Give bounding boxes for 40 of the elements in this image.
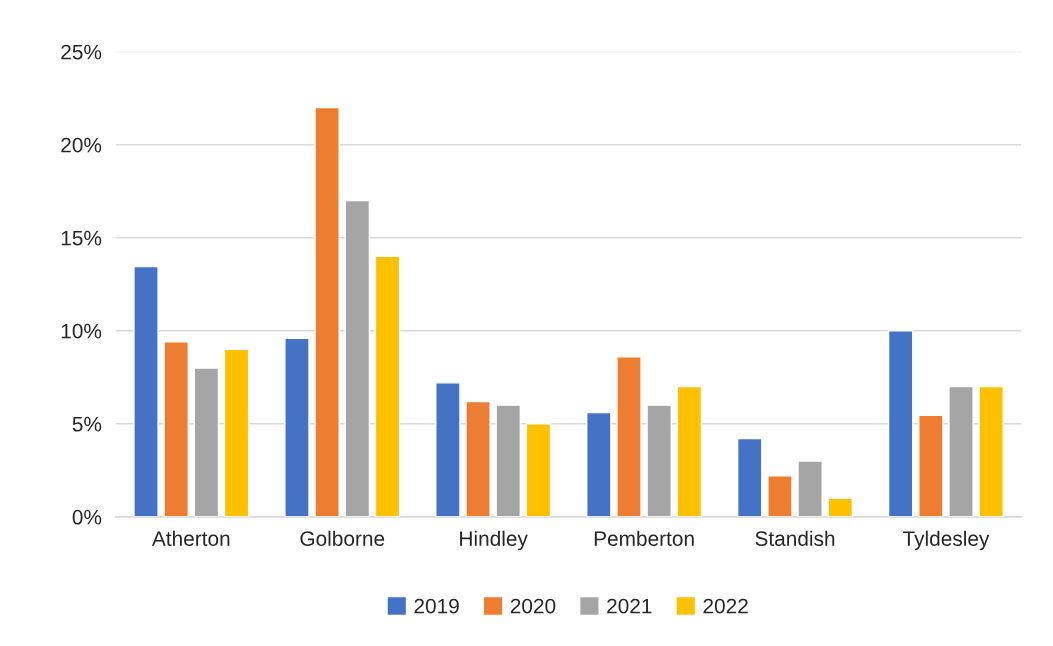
bar [133, 265, 159, 517]
bar [193, 367, 220, 517]
bar [586, 411, 612, 517]
y-tick-label: 10% [61, 323, 102, 339]
bar [767, 475, 793, 517]
bar [646, 404, 672, 517]
bar [797, 460, 823, 517]
y-tick-label: 20% [61, 137, 102, 153]
bar [344, 199, 371, 517]
bar [948, 385, 974, 517]
legend-label: 2019 [414, 598, 459, 614]
bar [918, 414, 944, 517]
bar [676, 385, 703, 517]
bar [736, 437, 763, 517]
bar [314, 106, 340, 517]
legend-label: 2021 [607, 598, 652, 614]
bar [374, 255, 401, 517]
bar [827, 497, 854, 517]
x-tick-label: Tyldesley [902, 530, 990, 551]
bar [465, 400, 491, 517]
bar [525, 423, 552, 517]
x-tick-label: Atherton [151, 530, 230, 546]
legend-label: 2020 [510, 598, 556, 614]
y-tick-label: 0% [72, 509, 102, 525]
y-tick-label: 5% [72, 416, 102, 432]
bar [223, 348, 250, 517]
bar [495, 404, 522, 517]
bar [163, 341, 189, 517]
bar [978, 385, 1004, 517]
x-tick-label: Pemberton [594, 530, 694, 546]
bar [435, 382, 461, 517]
y-tick-label: 25% [61, 44, 102, 60]
bar [616, 356, 642, 517]
x-tick-label: Hindley [460, 530, 528, 551]
x-tick-label: Golborne [300, 530, 385, 546]
x-tick-label: Standish [755, 530, 835, 546]
legend-label: 2022 [703, 598, 748, 614]
y-tick-label: 15% [61, 230, 102, 246]
bar [887, 330, 914, 517]
bar [284, 337, 310, 517]
